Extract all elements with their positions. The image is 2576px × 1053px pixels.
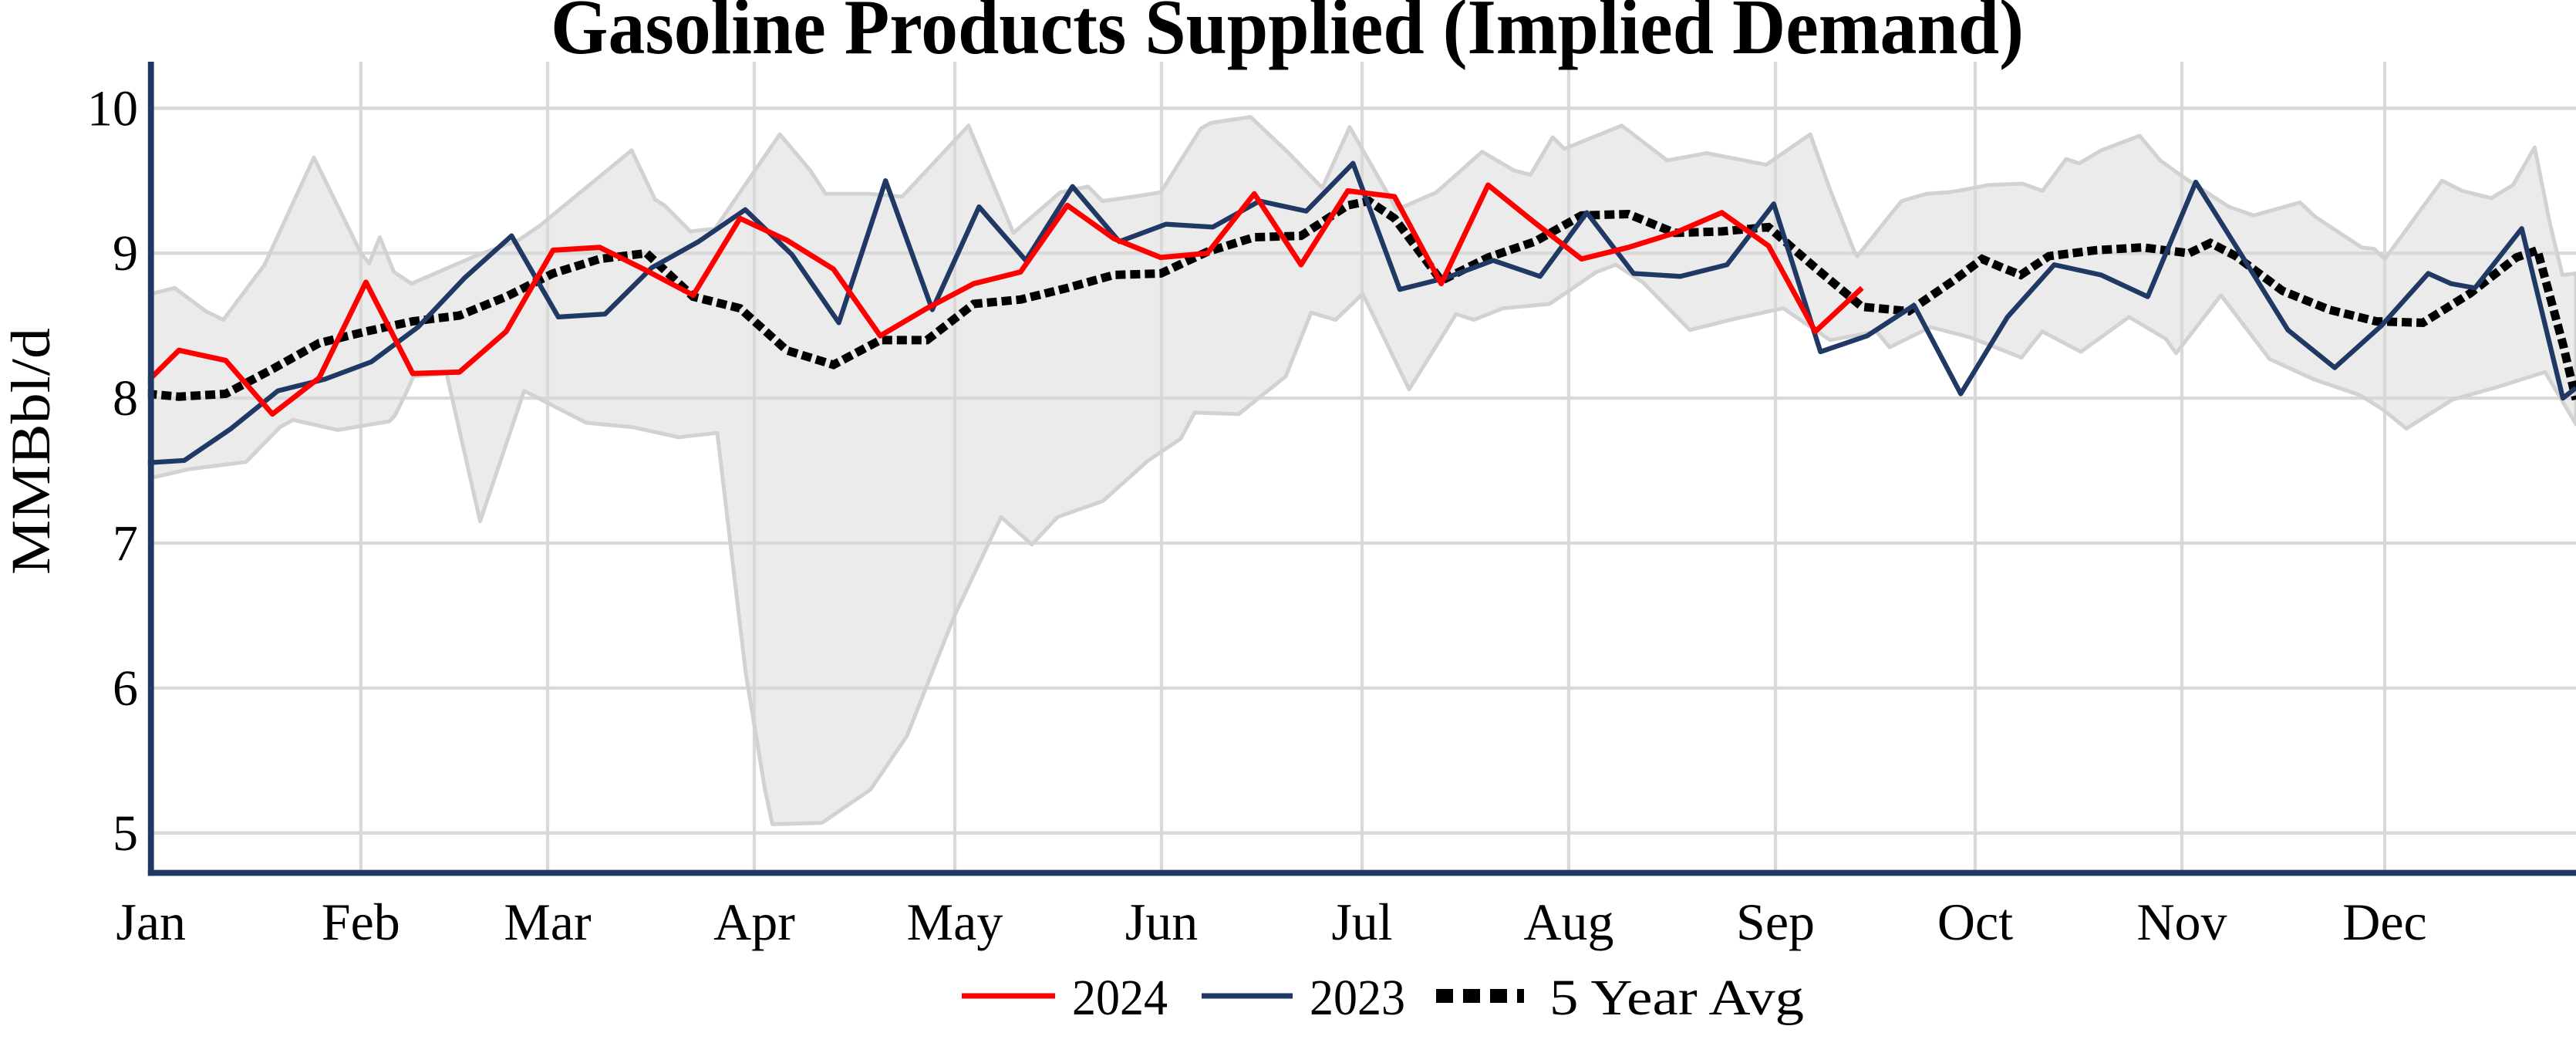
svg-text:Nov: Nov bbox=[2136, 893, 2227, 951]
svg-text:Jan: Jan bbox=[116, 893, 186, 951]
svg-text:Jun: Jun bbox=[1125, 893, 1198, 951]
svg-text:Apr: Apr bbox=[713, 893, 795, 951]
svg-text:6: 6 bbox=[113, 660, 138, 717]
svg-text:5: 5 bbox=[113, 805, 138, 862]
svg-text:MMBbl/d: MMBbl/d bbox=[0, 328, 62, 575]
svg-text:Sep: Sep bbox=[1736, 893, 1815, 951]
svg-text:9: 9 bbox=[113, 225, 138, 282]
svg-text:5 Year Avg: 5 Year Avg bbox=[1549, 970, 1804, 1026]
svg-text:Aug: Aug bbox=[1523, 893, 1613, 951]
svg-text:Oct: Oct bbox=[1937, 893, 2013, 951]
svg-text:2023: 2023 bbox=[1310, 970, 1405, 1026]
svg-text:10: 10 bbox=[87, 80, 138, 137]
svg-text:8: 8 bbox=[113, 370, 138, 427]
svg-text:7: 7 bbox=[113, 515, 138, 572]
svg-text:Feb: Feb bbox=[322, 893, 400, 951]
svg-text:May: May bbox=[907, 893, 1003, 951]
svg-text:Gasoline Products Supplied (Im: Gasoline Products Supplied (Implied Dema… bbox=[551, 0, 2024, 71]
svg-text:Mar: Mar bbox=[504, 893, 592, 951]
svg-text:Dec: Dec bbox=[2342, 893, 2426, 951]
svg-text:Jul: Jul bbox=[1331, 893, 1392, 951]
svg-text:2024: 2024 bbox=[1072, 970, 1168, 1026]
